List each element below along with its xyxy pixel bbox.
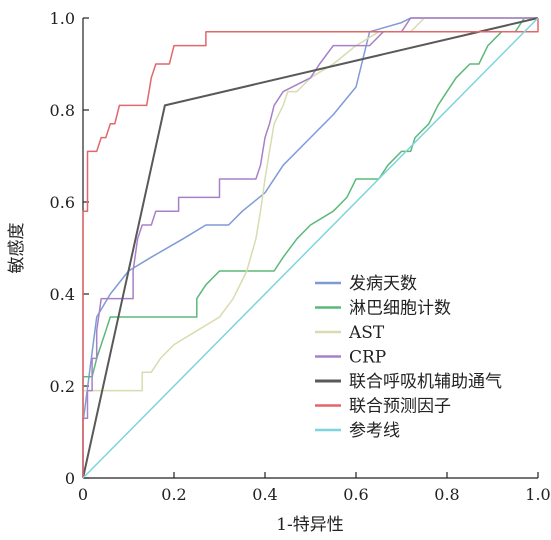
- y-tick-label: 0.6: [50, 193, 75, 212]
- x-tick-label: 0.6: [343, 485, 368, 504]
- x-axis-title: 1-特异性: [276, 515, 344, 535]
- x-tick-label: 0.4: [252, 485, 277, 504]
- legend-label: 发病天数: [349, 274, 417, 294]
- y-axis-title: 敏感度: [7, 223, 27, 274]
- legend-label: 参考线: [349, 421, 400, 441]
- y-tick-label: 0.4: [50, 285, 75, 304]
- x-tick-label: 1.0: [525, 485, 550, 504]
- series-layer: [83, 18, 538, 478]
- y-tick-label: 1.0: [50, 9, 75, 28]
- y-tick-label: 0.8: [50, 101, 75, 120]
- x-tick-label: 0.2: [161, 485, 186, 504]
- x-tick-label: 0.8: [434, 485, 459, 504]
- x-tick-label: 0: [78, 485, 88, 504]
- series-line-7: [83, 18, 538, 478]
- legend-label: 联合预测因子: [349, 397, 451, 417]
- legend-label: CRP: [349, 348, 386, 368]
- legend-label: 淋巴细胞计数: [349, 299, 451, 319]
- y-tick-label: 0: [65, 469, 75, 488]
- y-tick-label: 0.2: [50, 377, 75, 396]
- legend-label: 联合呼吸机辅助通气: [349, 372, 502, 392]
- legend-label: AST: [348, 323, 385, 343]
